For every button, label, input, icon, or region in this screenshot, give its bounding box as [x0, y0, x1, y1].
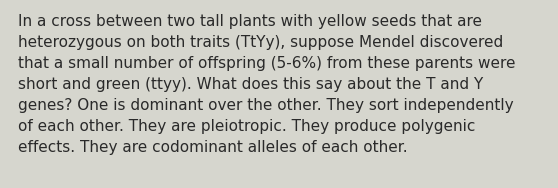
Text: In a cross between two tall plants with yellow seeds that are
heterozygous on bo: In a cross between two tall plants with …: [18, 14, 516, 155]
